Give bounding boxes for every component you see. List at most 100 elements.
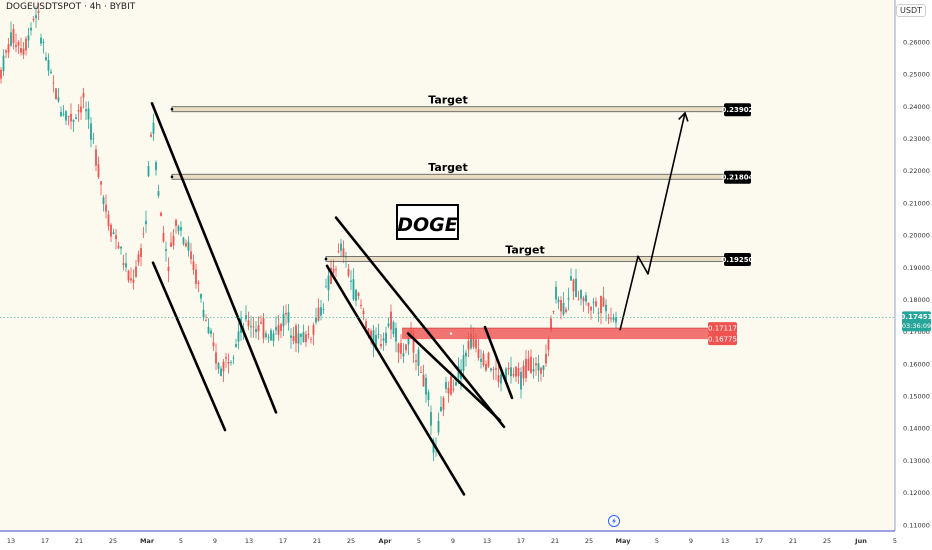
candle-body — [565, 309, 567, 312]
candle-body — [185, 243, 187, 247]
y-tick-label: 0.15000 — [903, 393, 930, 401]
x-tick-label: 21 — [313, 537, 321, 545]
candle-body — [77, 110, 80, 112]
candle-body — [67, 115, 70, 117]
candle-body — [420, 371, 422, 373]
candle-body — [552, 310, 555, 313]
candle-body — [300, 334, 302, 337]
candle-body — [250, 326, 252, 328]
candle-body — [7, 44, 10, 53]
candle-body — [120, 246, 122, 249]
candle-body — [200, 294, 202, 299]
candle-body — [375, 335, 377, 350]
candle-body — [270, 330, 272, 341]
candle-body — [407, 336, 410, 345]
candle-body — [37, 11, 40, 13]
candle-body — [600, 295, 602, 314]
candle-body — [17, 41, 20, 46]
candle-body — [437, 420, 440, 433]
candle-body — [57, 97, 60, 102]
candle-body — [220, 368, 222, 377]
candle-body — [530, 356, 532, 373]
support-upper-value: 0.17117 — [708, 325, 737, 333]
y-tick-label: 0.23000 — [903, 135, 930, 143]
candle-body — [467, 340, 470, 350]
support-lower-tag — [708, 333, 737, 346]
y-tick-label: 0.21000 — [903, 199, 930, 207]
candle-body — [590, 306, 592, 311]
trendline — [151, 261, 227, 432]
x-tick-label: Jun — [854, 537, 867, 545]
x-tick-label: 17 — [755, 537, 763, 545]
candle-body — [427, 392, 430, 400]
candle-body — [207, 326, 210, 334]
candle-body — [397, 343, 400, 353]
candle-body — [412, 333, 415, 353]
candle-body — [305, 334, 307, 343]
candle-body — [562, 303, 565, 315]
candle-body — [492, 369, 495, 370]
candle-body — [415, 360, 417, 362]
candle-body — [15, 44, 17, 48]
candle-body — [545, 353, 547, 364]
candle-body — [357, 292, 360, 297]
candle-body — [52, 82, 55, 84]
y-tick-label: 0.18000 — [903, 296, 930, 304]
candle-body — [607, 318, 610, 319]
candle-body — [335, 269, 337, 271]
candle-body — [452, 388, 455, 390]
candle-body — [187, 241, 190, 251]
current-price-tag — [902, 311, 931, 332]
candle-body — [32, 19, 35, 21]
candle-body — [317, 307, 320, 321]
target-2-value: 0.21804 — [722, 174, 754, 182]
target-3-anchor — [170, 107, 174, 111]
candle-body — [230, 362, 232, 363]
target-3-band — [171, 106, 725, 113]
candle-body — [27, 35, 30, 41]
candle-body — [445, 382, 447, 389]
candle-body — [557, 299, 560, 303]
candle-body — [442, 397, 445, 410]
candle-body — [215, 352, 217, 364]
candle-body — [5, 50, 7, 53]
candle-body — [45, 57, 47, 61]
lightning-icon[interactable] — [608, 515, 620, 527]
candle-body — [570, 276, 572, 281]
y-tick-label: 0.19000 — [903, 264, 930, 272]
candle-body — [440, 406, 442, 412]
candle-body — [522, 365, 525, 379]
candle-body — [510, 367, 512, 377]
title-box: DOGE — [396, 204, 459, 240]
candle-body — [190, 251, 192, 260]
candle-body — [560, 299, 562, 312]
candle-body — [505, 368, 507, 382]
y-tick-label: 0.25000 — [903, 71, 930, 79]
candle-body — [535, 363, 537, 366]
candle-body — [10, 32, 12, 46]
candle-body — [0, 69, 2, 79]
y-tick-label: 0.24000 — [903, 103, 930, 111]
candle-body — [35, 15, 37, 19]
currency-badge[interactable]: USDT — [896, 4, 926, 17]
candle-body — [22, 48, 25, 55]
x-tick-label: 21 — [789, 537, 797, 545]
candle-body — [275, 327, 277, 331]
candle-body — [292, 335, 295, 342]
x-tick-label: 17 — [41, 537, 49, 545]
y-tick-label: 0.11000 — [903, 521, 930, 529]
candle-body — [362, 310, 365, 315]
candle-body — [80, 106, 82, 113]
candle-body — [170, 242, 172, 247]
projection-path — [619, 112, 686, 331]
candle-body — [537, 363, 540, 371]
y-tick-label: 0.26000 — [903, 38, 930, 46]
candle-body — [465, 352, 467, 357]
candle-body — [475, 339, 477, 349]
x-axis-panel — [0, 531, 932, 550]
candle-body — [172, 236, 175, 246]
candle-body — [145, 220, 147, 225]
candle-body — [332, 268, 335, 273]
